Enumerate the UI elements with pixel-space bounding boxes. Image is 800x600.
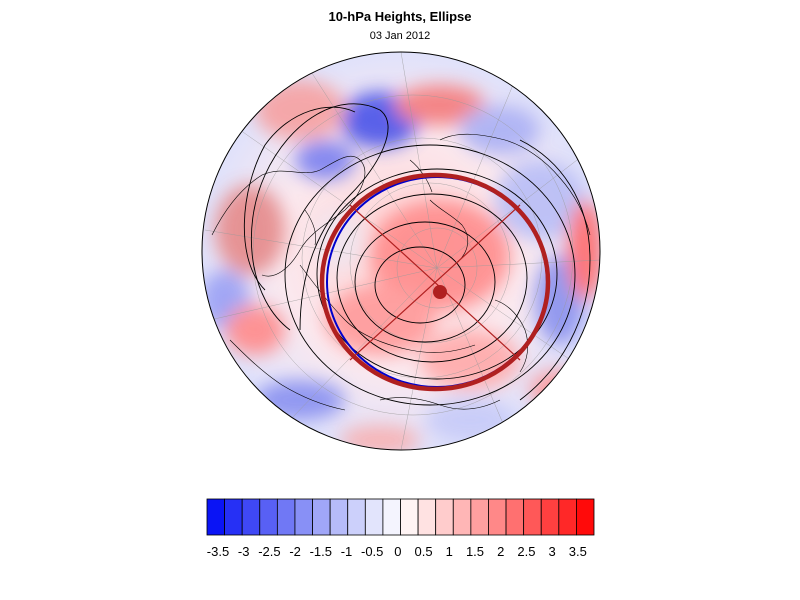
colorbar-box: [294, 498, 313, 536]
colorbar-labels: -3.5 -3 -2.5 -2 -1.5 -1 -0.5 0 0.5 1 1.5 2 2.5 3 3.5: [207, 544, 587, 559]
colorbar-box: [329, 498, 349, 536]
plot-title: 10-hPa Heights, Ellipse: [328, 9, 472, 24]
colorbar-box: [347, 498, 366, 536]
colorbar-tick-label: -3: [238, 544, 250, 559]
colorbar-box: [523, 498, 542, 536]
colorbar-box: [576, 498, 595, 536]
vortex-ellipse: [319, 172, 551, 392]
colorbar-box: [241, 498, 261, 536]
colorbar-tick-label: 1.5: [466, 544, 484, 559]
colorbar-box: [505, 498, 525, 536]
colorbar-box: [435, 498, 454, 536]
anomaly-field: [202, 52, 600, 450]
colorbar-tick-label: -1.5: [310, 544, 332, 559]
colorbar-tick-label: 3.5: [569, 544, 587, 559]
colorbar-tick-label: -1: [341, 544, 353, 559]
colorbar-tick-label: 0.5: [415, 544, 433, 559]
colorbar-box: [452, 498, 472, 536]
colorbar-box: [276, 498, 296, 536]
colorbar-box: [312, 498, 331, 536]
colorbar-box: [540, 498, 560, 536]
globe-outline: [201, 51, 601, 451]
colorbar-box: [206, 498, 225, 536]
colorbar-tick-label: -3.5: [207, 544, 229, 559]
plot-date: 03 Jan 2012: [369, 30, 431, 42]
colorbar-box: [488, 498, 507, 536]
colorbar-tick-label: 3: [548, 544, 555, 559]
colorbar-box: [364, 498, 384, 536]
colorbar-tick-label: 0: [394, 544, 401, 559]
height-contours: [243, 103, 591, 406]
colorbar-tick-label: -2: [289, 544, 301, 559]
colorbar-box: [259, 498, 278, 536]
colorbar-tick-label: -0.5: [361, 544, 383, 559]
colorbar-tick-label: 2.5: [517, 544, 535, 559]
colorbar-box: [382, 498, 401, 536]
colorbar-box: [224, 498, 243, 536]
colorbar-box: [417, 498, 437, 536]
colorbar-box: [558, 498, 577, 536]
ellipse-center-marker: [433, 285, 447, 299]
colorbar-tick-label: 1: [446, 544, 453, 559]
colorbar-tick-label: -2.5: [258, 544, 280, 559]
colorbar-box: [470, 498, 489, 536]
colorbar-tick-label: 2: [497, 544, 504, 559]
colorbar-boxes: [206, 498, 595, 536]
colorbar-box: [400, 498, 419, 536]
